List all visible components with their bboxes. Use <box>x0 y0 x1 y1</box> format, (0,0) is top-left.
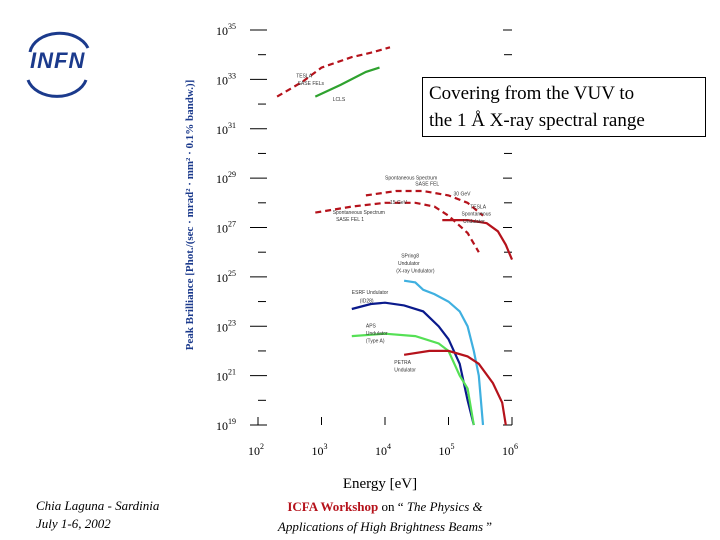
y-tick-label: 1033 <box>216 71 236 87</box>
annotation-sase-fel: SASE FEL <box>415 182 439 188</box>
annotation-esrf-undulator: ESRF Undulator <box>352 290 389 296</box>
x-tick-label: 105 <box>439 442 455 458</box>
annotation-spontaneous: Spontaneous <box>462 212 492 218</box>
series-lcls <box>314 66 380 98</box>
x-tick-label: 102 <box>248 442 264 458</box>
x-axis-label: Energy [eV] <box>343 476 417 492</box>
annotation-spontaneous-spectrum-sase-fel-1: Spontaneous Spectrum <box>333 210 385 216</box>
workshop-title-2: Applications of High Brightness Beams <box>277 519 484 534</box>
annotation-30-gev: 30 GeV <box>454 191 472 197</box>
x-tick-label: 106 <box>502 442 518 458</box>
y-tick-label: 1023 <box>216 318 236 334</box>
annotation--id28-: (ID28) <box>360 299 374 305</box>
annotation-undulator-spring8: Undulator <box>398 261 420 267</box>
y-tick-label: 1021 <box>216 368 236 384</box>
series-petra-undulator <box>403 349 507 426</box>
y-tick-label: 1025 <box>216 269 236 285</box>
x-tick-label: 104 <box>375 442 391 458</box>
annotation-sase-fels: SASE FELs <box>298 81 325 87</box>
logo-arc-bottom <box>26 79 88 98</box>
annotation-sase-fel-1: SASE FEL 1 <box>336 217 364 223</box>
annotation-petra: PETRA <box>394 360 411 366</box>
y-tick-label: 1019 <box>216 417 236 433</box>
annotation--type-a-: (Type A) <box>366 339 385 345</box>
series-tesla-spontaneous-undulator <box>442 219 514 261</box>
workshop-close: ” <box>483 519 493 534</box>
y-tick-label: 1035 <box>216 22 236 38</box>
y-tick-label: 1031 <box>216 121 236 137</box>
workshop-on: on “ <box>378 499 407 514</box>
y-axis-label: Peak Brilliance [Phot./(sec · mrad² · mm… <box>184 80 196 351</box>
series-spontaneous-spectrum-sase-fel-1 <box>315 201 480 253</box>
footer-workshop: ICFA Workshop on “ The Physics & Applica… <box>240 497 530 537</box>
annotation-undulator-petra: Undulator <box>394 367 416 373</box>
series-spontaneous-spectrum-sase-fel <box>365 189 484 217</box>
infn-logo <box>18 30 98 100</box>
workshop-title-1: The Physics & <box>406 499 483 514</box>
annotation--x-ray-undulator-: (X-ray Undulator) <box>396 269 435 275</box>
footer-date: July 1-6, 2002 <box>36 516 111 531</box>
series-aps-undulator <box>351 332 475 426</box>
series-tesla-sase-fels <box>276 46 391 98</box>
callout-line-1: Covering from the VUV to <box>429 83 635 104</box>
annotation-spontaneous-spectrum-sase-fel: Spontaneous Spectrum <box>385 175 437 181</box>
annotation-tesla-spontaneous: TESLA <box>470 204 487 210</box>
annotation-undulator-tesla: Undulator <box>463 219 485 225</box>
annotation-15-gev: 15 GeV <box>390 200 408 206</box>
annotation-undulator-aps: Undulator <box>366 331 388 337</box>
annotation-tesla: TESLA <box>296 73 313 79</box>
y-tick-label: 1029 <box>216 170 236 186</box>
x-tick-label: 103 <box>312 442 328 458</box>
callout-box: Covering from the VUV to the 1 Å X-ray s… <box>422 77 706 137</box>
y-tick-label: 1027 <box>216 220 236 236</box>
workshop-name: ICFA Workshop <box>287 499 379 514</box>
annotation-lcls: LCLS <box>333 97 346 103</box>
annotation-aps: APS <box>366 323 377 329</box>
annotation-spring8: SPring8 <box>401 254 419 260</box>
logo-text: INFN <box>30 48 86 73</box>
callout-line-2: the 1 Å X-ray spectral range <box>429 110 645 131</box>
footer-location: Chia Laguna - Sardinia <box>36 498 160 513</box>
logo-arc-top <box>28 31 90 53</box>
